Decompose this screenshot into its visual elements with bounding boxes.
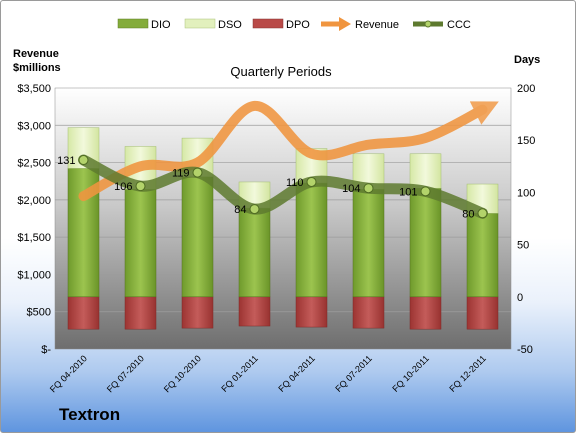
legend-label-revenue: Revenue xyxy=(355,19,399,31)
dpo-bar xyxy=(295,296,328,328)
dpo-bar xyxy=(466,296,499,330)
left-axis-ticks: $- $500 $1,000 $1,500 $2,000 $2,500 $3,000 $3,5… xyxy=(17,83,51,356)
category-label: FQ 10-2010 xyxy=(162,353,203,394)
left-tick-label: $2,500 xyxy=(17,158,51,170)
ccc-data-label: 84 xyxy=(234,204,246,216)
legend-label-dio: DIO xyxy=(151,19,171,31)
left-tick-label: $- xyxy=(41,344,51,356)
ccc-data-label: 101 xyxy=(399,186,417,198)
legend-label-dso: DSO xyxy=(218,19,242,31)
ccc-data-label: 119 xyxy=(172,168,190,180)
left-tick-label: $500 xyxy=(27,307,51,319)
right-tick-label: 100 xyxy=(517,187,535,199)
dio-bar xyxy=(352,189,385,298)
category-label: FQ 12-2011 xyxy=(447,353,488,394)
revenue-line xyxy=(78,100,499,202)
right-tick-label: 50 xyxy=(517,240,529,252)
ccc-point xyxy=(192,167,203,178)
ccc-point xyxy=(363,183,374,194)
ccc-point xyxy=(420,186,431,197)
company-name: Textron xyxy=(59,405,121,424)
dpo-bar xyxy=(409,296,442,330)
category-label: FQ 07-2011 xyxy=(333,353,374,394)
left-tick-label: $3,500 xyxy=(17,83,51,95)
dpo-bar xyxy=(67,296,100,330)
left-tick-label: $3,000 xyxy=(17,120,51,132)
dio-bar xyxy=(466,213,499,298)
right-tick-label: -50 xyxy=(517,344,533,356)
ccc-point xyxy=(249,204,260,215)
left-tick-label: $1,000 xyxy=(17,269,51,281)
chart-title: Quarterly Periods xyxy=(230,64,332,79)
category-axis-labels: FQ 04-2010 FQ 07-2010 FQ 10-2010 FQ 01-2011… xyxy=(48,353,488,394)
dio-bar xyxy=(295,182,328,298)
category-label: FQ 04-2011 xyxy=(276,353,317,394)
legend-marker-ccc xyxy=(424,20,432,28)
category-label: FQ 04-2010 xyxy=(48,353,89,394)
category-label: FQ 10-2011 xyxy=(390,353,431,394)
category-label: FQ 01-2011 xyxy=(219,353,260,394)
left-tick-label: $2,000 xyxy=(17,195,51,207)
left-axis-title-line2: $millions xyxy=(13,62,61,74)
category-label: FQ 07-2010 xyxy=(105,353,146,394)
dpo-bar xyxy=(124,296,157,330)
right-axis-ticks: -50 0 50 100 150 200 xyxy=(517,83,535,356)
dio-bar xyxy=(124,189,157,298)
ccc-data-label: 131 xyxy=(57,155,75,167)
left-axis-title-line1: Revenue xyxy=(13,48,59,60)
legend-arrowhead-revenue xyxy=(339,17,351,31)
ccc-data-label: 80 xyxy=(462,208,474,220)
right-tick-label: 0 xyxy=(517,292,523,304)
ccc-data-label: 106 xyxy=(114,181,132,193)
dio-bar xyxy=(409,187,442,298)
legend-label-dpo: DPO xyxy=(286,19,310,31)
dpo-bar xyxy=(238,296,271,327)
line-series: 131 106 119 84 110 104 101 80 xyxy=(57,100,499,220)
dpo-bar xyxy=(352,296,385,329)
dpo-bar xyxy=(181,296,214,329)
legend-swatch-dso xyxy=(184,18,216,29)
dio-bar xyxy=(181,176,214,298)
ccc-point xyxy=(78,155,89,166)
ccc-point xyxy=(135,181,146,192)
dso-bar xyxy=(409,153,442,189)
dio-bar xyxy=(238,207,271,298)
ccc-point xyxy=(306,176,317,187)
ccc-data-label: 110 xyxy=(286,177,304,189)
legend-label-ccc: CCC xyxy=(447,19,471,31)
legend-swatch-dpo xyxy=(252,18,284,29)
legend-swatch-dio xyxy=(117,18,149,29)
ccc-data-label: 104 xyxy=(342,183,360,195)
right-tick-label: 200 xyxy=(517,83,535,95)
legend: DIO DSO DPO Revenue CCC xyxy=(117,17,471,31)
ccc-point xyxy=(477,208,488,219)
right-axis-title: Days xyxy=(514,54,540,66)
left-tick-label: $1,500 xyxy=(17,232,51,244)
right-tick-label: 150 xyxy=(517,135,535,147)
